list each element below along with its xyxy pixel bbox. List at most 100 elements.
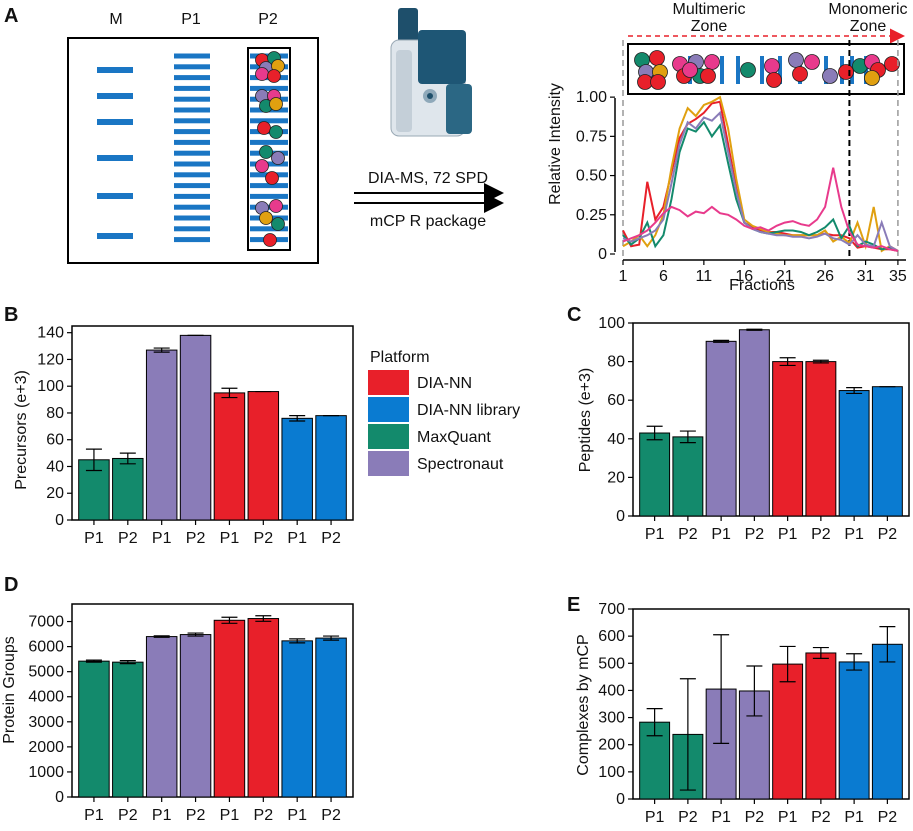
gel-p2-band <box>250 183 288 189</box>
bar-dia-nn-p2 <box>805 652 837 800</box>
line-chart-ytick-label: 0.50 <box>576 168 607 185</box>
xtick-label: P2 <box>678 526 698 543</box>
ytick-label: 0 <box>55 789 64 806</box>
ytick-label: 60 <box>46 432 64 449</box>
ytick-label: 7000 <box>28 614 64 631</box>
gel-p1-band <box>174 129 210 135</box>
xtick-label: P2 <box>811 526 831 543</box>
ytick-label: 40 <box>607 431 625 448</box>
panel-d: D 0 1000 2000 3000 4000 5000 6000 7000 P1 P2 P1 P2 P… <box>1 574 354 824</box>
chart-e-ylabel: Complexes by mCP <box>575 634 592 775</box>
gel-complex-blob <box>271 151 285 165</box>
gel-complex-blob <box>271 217 285 231</box>
panel-d-label: D <box>4 574 18 596</box>
ytick-label: 3000 <box>28 714 64 731</box>
xtick-label: P1 <box>287 530 307 547</box>
lane-strip-complex <box>792 66 808 82</box>
line-chart-xtick-label: 11 <box>696 268 713 285</box>
gel-p1-band <box>174 118 210 124</box>
bar-dia-nn-p2 <box>247 618 280 798</box>
line-chart-ytick-label: 0.25 <box>576 207 607 224</box>
bar-spectronaut-p2 <box>179 334 212 521</box>
lane-strip-complex <box>864 70 880 86</box>
xtick-label: P1 <box>220 530 240 547</box>
lane-strip-complex <box>766 72 782 88</box>
legend-title: Platform <box>370 349 430 366</box>
gel-complex-blob <box>269 97 283 111</box>
xtick-label: P1 <box>711 526 731 543</box>
ytick-label: 4000 <box>28 689 64 706</box>
lane-strip-band <box>760 56 764 84</box>
lane-strip-complex <box>649 50 665 66</box>
ytick-label: 700 <box>598 601 625 618</box>
gel-complex-blob <box>255 159 269 173</box>
xtick-label: P2 <box>186 530 206 547</box>
bar-dia-nn-library-p2 <box>315 637 347 798</box>
line-chart-xtick-label: 21 <box>776 268 794 285</box>
bar-maxquant-p1 <box>639 432 671 517</box>
chart-e: 0 100 200 300 400 500 600 700 P1 P2 P1 P2 P1 P2 P1 P2 <box>598 601 910 826</box>
zone-multimeric-label: Multimeric Zone <box>673 1 746 35</box>
ytick-label: 60 <box>607 392 625 409</box>
bar-dia-nn-p1 <box>213 619 246 798</box>
bar-spectronaut-p2 <box>738 329 770 517</box>
bar-dia-nn-library-p1 <box>281 640 313 798</box>
legend-swatch-maxquant <box>368 424 409 449</box>
ytick-label: 400 <box>598 682 625 699</box>
gel-complex-blob <box>263 233 277 247</box>
gel-marker-band <box>97 93 133 99</box>
chart-d: 0 1000 2000 3000 4000 5000 6000 7000 P1 P2 P1 P2 P1 P… <box>28 603 354 824</box>
xtick-label: P1 <box>778 526 798 543</box>
lane-strip-complex <box>884 56 900 72</box>
line-chart: 00.250.500.751.001 6 11 16 21 26 31 35 <box>576 40 907 285</box>
xtick-label: P2 <box>118 807 138 824</box>
line-chart-xtick-label: 1 <box>619 268 628 285</box>
lane-strip-band <box>736 56 740 84</box>
gel-p1-band <box>174 107 210 113</box>
workflow-top-text: DIA-MS, 72 SPD <box>368 170 488 187</box>
gel-complex-blob <box>259 211 273 225</box>
xtick-label: P2 <box>878 809 898 826</box>
ytick-label: 80 <box>607 354 625 371</box>
gel-p2-band <box>250 204 288 210</box>
lane-strip-complex <box>788 52 804 68</box>
ytick-label: 1000 <box>28 764 64 781</box>
gel-lane-m: M <box>109 11 122 28</box>
xtick-label: P2 <box>321 530 341 547</box>
gel-p1-band <box>174 183 210 189</box>
line-chart-xtick-label: 26 <box>816 268 834 285</box>
xtick-label: P2 <box>745 809 765 826</box>
gel-complex-blob <box>255 67 269 81</box>
gel-p1-band <box>174 193 210 199</box>
panel-e: E 0 100 200 300 400 500 600 700 P1 P2 P1 P2 P1 P2 P1 P2… <box>567 594 910 826</box>
gel-p2-band <box>250 139 288 145</box>
line-chart-xtick-label: 35 <box>889 268 907 285</box>
lane-strip-complex <box>804 54 820 70</box>
gel-p1-band <box>174 161 210 167</box>
lane-strip-band <box>720 56 724 84</box>
legend-swatch-dia-nn-library <box>368 397 409 422</box>
gel-marker-band <box>97 233 133 239</box>
line-chart-ytick-label: 1.00 <box>576 89 607 106</box>
gel-p2-band <box>250 118 288 124</box>
xtick-label: P2 <box>878 526 898 543</box>
gel-p2-band <box>250 85 288 91</box>
gel-p1-band <box>174 204 210 210</box>
xtick-label: P1 <box>220 807 240 824</box>
ytick-label: 500 <box>598 655 625 672</box>
chart-c: 0 20 40 60 80 100 P1 P2 P1 P2 P1 P2 P1 P2 <box>598 315 910 543</box>
lane-strip-complex <box>740 62 756 78</box>
legend-swatch-spectronaut <box>368 451 409 476</box>
bar-dia-nn-p1 <box>213 392 246 521</box>
zone-monomeric-label: Monomeric Zone <box>828 1 907 35</box>
xtick-label: P2 <box>811 809 831 826</box>
gel-p1-band <box>174 64 210 70</box>
gel-complex-blob <box>257 121 271 135</box>
legend-label-dia-nn-library: DIA-NN library <box>417 402 520 419</box>
legend-label-dia-nn: DIA-NN <box>417 375 472 392</box>
gel-complex-blob <box>265 171 279 185</box>
gel-p1-band <box>174 226 210 232</box>
ytick-label: 0 <box>55 512 64 529</box>
xtick-label: P2 <box>186 807 206 824</box>
ytick-label: 600 <box>598 628 625 645</box>
